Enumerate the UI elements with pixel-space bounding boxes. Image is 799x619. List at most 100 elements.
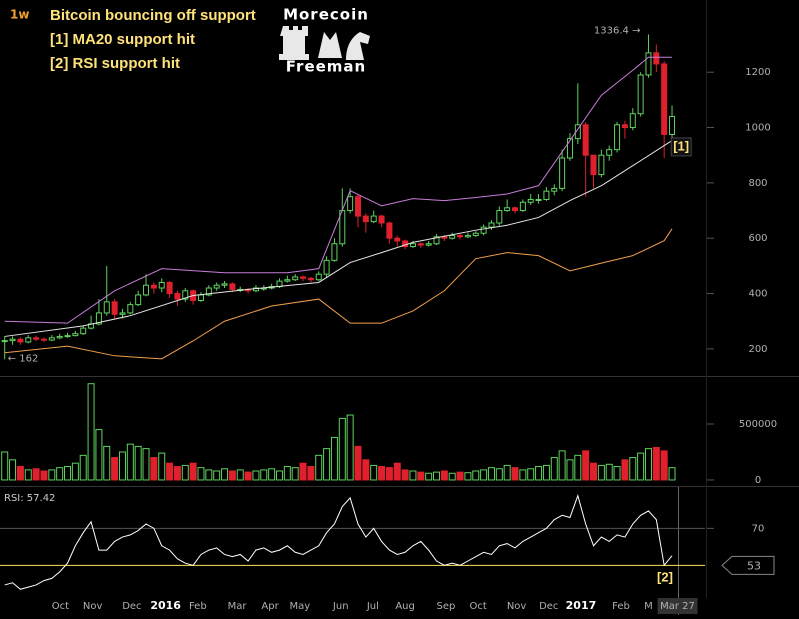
x-tick-label: Jun xyxy=(332,601,349,612)
candle-body xyxy=(25,337,32,343)
candle-body xyxy=(543,190,550,200)
y-tick-label: 0 xyxy=(755,475,761,486)
volume-bar xyxy=(354,445,362,481)
candle-body xyxy=(307,277,314,281)
candle-body xyxy=(103,301,110,314)
volume-bar xyxy=(158,452,166,481)
candle-body xyxy=(669,115,676,135)
candle-body xyxy=(566,138,573,159)
volume-bar xyxy=(464,472,472,481)
x-tick-label: Mar 27 xyxy=(660,601,695,612)
x-tick-label: 2017 xyxy=(566,599,597,612)
candle-body xyxy=(417,243,424,246)
volume-bar xyxy=(1,451,9,481)
candle-body xyxy=(17,338,24,343)
candle-body xyxy=(331,243,338,261)
volume-bar xyxy=(134,445,142,481)
volume-bar xyxy=(268,468,276,481)
candle-body xyxy=(150,284,157,289)
volume-bar xyxy=(236,469,244,481)
candle-body xyxy=(378,215,385,224)
volume-bar xyxy=(582,450,590,481)
y-tick-label: 500000 xyxy=(739,419,777,430)
candle-body xyxy=(621,124,628,129)
volume-bar xyxy=(480,469,488,481)
volume-bar xyxy=(189,462,197,481)
logo-text: Freeman xyxy=(286,58,366,76)
volume-bar xyxy=(448,472,456,481)
candle-body xyxy=(457,234,464,238)
candle-body xyxy=(56,335,63,339)
annotation: 1336.4 → xyxy=(594,25,641,36)
candle-body xyxy=(292,276,299,281)
volume-bar xyxy=(385,467,393,481)
candle-body xyxy=(111,301,118,315)
candle-body xyxy=(252,287,259,292)
volume-bar xyxy=(87,383,95,481)
volume-bar xyxy=(409,470,417,481)
y-tick-label: 70 xyxy=(752,523,765,534)
candle-body xyxy=(504,207,511,212)
volume-bar xyxy=(71,462,79,481)
volume-bar xyxy=(260,469,268,481)
volume-bar xyxy=(142,448,150,481)
x-tick-label: Mar xyxy=(228,601,248,612)
candle-body xyxy=(551,187,558,192)
candle-body xyxy=(590,154,597,176)
candle-body xyxy=(33,337,40,340)
y-tick-label: 600 xyxy=(748,233,767,244)
x-tick-label: Apr xyxy=(261,601,279,612)
volume-bar xyxy=(660,450,668,481)
note: [1] MA20 support hit xyxy=(50,31,195,48)
volume-bar xyxy=(291,467,299,481)
volume-bar xyxy=(228,470,236,481)
volume-bar xyxy=(205,469,213,481)
y-tick-label: 1200 xyxy=(745,67,770,78)
candle-body xyxy=(370,215,377,223)
candle-body xyxy=(512,207,519,212)
y-tick-label: 400 xyxy=(748,289,767,300)
x-tick-label: May xyxy=(290,601,311,612)
candle-body xyxy=(205,287,212,296)
x-tick-label: Oct xyxy=(52,601,69,612)
candle-body xyxy=(606,149,613,156)
volume-bar xyxy=(590,462,598,481)
volume-bar xyxy=(637,452,645,481)
volume-bar xyxy=(79,454,87,481)
volume-bar xyxy=(221,468,229,481)
candle-body xyxy=(441,236,448,239)
indicator-line xyxy=(4,228,673,360)
volume-bar xyxy=(9,459,17,481)
level-tag xyxy=(721,555,775,575)
volume-bar xyxy=(613,466,621,481)
volume-bar xyxy=(550,457,558,481)
volume-bar xyxy=(275,470,283,481)
x-tick-label: Feb xyxy=(189,601,207,612)
volume-bar xyxy=(495,468,503,481)
volume-bar xyxy=(181,464,189,481)
x-tick-label: Dec xyxy=(122,601,141,612)
volume-bar xyxy=(166,462,174,481)
y-tick-label: 200 xyxy=(748,344,767,355)
candle-body xyxy=(559,157,566,189)
rsi-line xyxy=(4,494,673,590)
candle-body xyxy=(9,338,16,342)
volume-bar xyxy=(244,471,252,481)
volume-bar xyxy=(668,467,676,481)
volume-bar xyxy=(56,467,64,481)
volume-bar xyxy=(150,457,158,481)
candle-body xyxy=(653,52,660,65)
candle-body xyxy=(409,243,416,248)
logo: Morecoin Freeman xyxy=(279,6,370,76)
annotation: ← 162 xyxy=(8,353,39,364)
candle-body xyxy=(629,113,636,129)
candle-body xyxy=(315,273,322,281)
candle-body xyxy=(80,327,87,335)
volume-bar xyxy=(338,417,346,481)
candle-body xyxy=(354,196,361,217)
note: [2] RSI support hit xyxy=(50,55,180,72)
indicator-line xyxy=(4,56,673,324)
candle-body xyxy=(1,340,8,343)
candle-body xyxy=(40,338,47,341)
